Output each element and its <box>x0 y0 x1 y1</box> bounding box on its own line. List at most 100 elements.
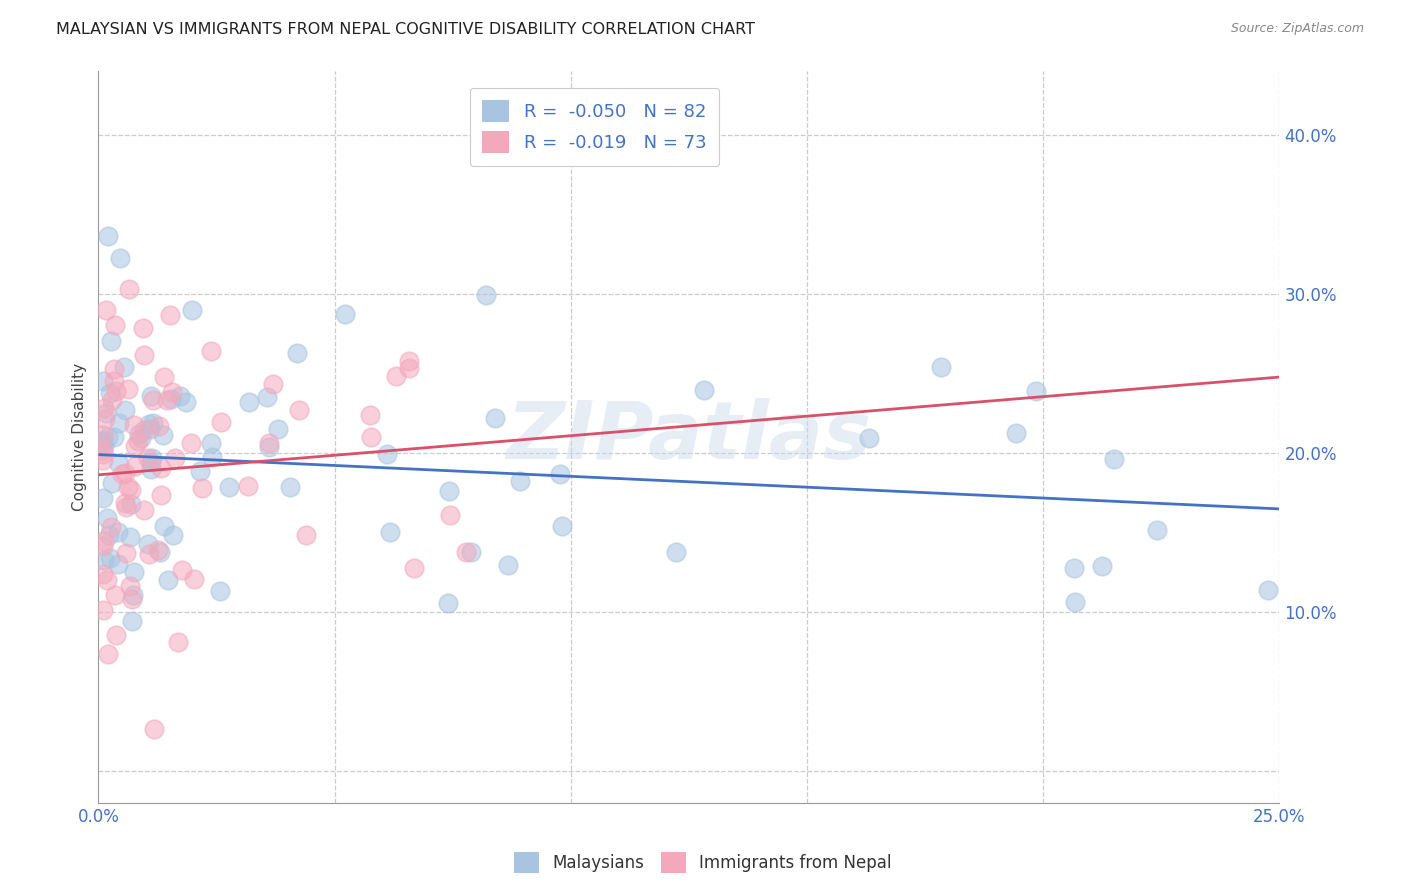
Point <box>360 430 382 444</box>
Point <box>181 303 204 318</box>
Point <box>475 288 498 302</box>
Point <box>142 393 165 408</box>
Point <box>97 647 120 661</box>
Point <box>183 572 205 586</box>
Point <box>1091 559 1114 574</box>
Point <box>385 368 408 383</box>
Point <box>160 384 183 399</box>
Point <box>288 403 311 417</box>
Point <box>91 491 114 505</box>
Point <box>439 508 461 522</box>
Point <box>1146 524 1168 538</box>
Point <box>256 390 278 404</box>
Point <box>91 433 114 447</box>
Text: MALAYSIAN VS IMMIGRANTS FROM NEPAL COGNITIVE DISABILITY CORRELATION CHART: MALAYSIAN VS IMMIGRANTS FROM NEPAL COGNI… <box>56 22 755 37</box>
Point <box>139 422 162 436</box>
Point <box>858 431 880 445</box>
Point <box>108 251 131 265</box>
Point <box>91 428 114 442</box>
Point <box>200 343 222 358</box>
Point <box>93 401 115 415</box>
Point <box>121 614 143 628</box>
Point <box>93 439 115 453</box>
Point <box>104 588 127 602</box>
Point <box>91 447 114 461</box>
Point <box>278 480 301 494</box>
Point <box>150 461 173 475</box>
Point <box>114 496 136 510</box>
Point <box>117 382 139 396</box>
Point <box>152 370 174 384</box>
Point <box>149 545 172 559</box>
Point <box>200 435 222 450</box>
Point <box>143 722 166 736</box>
Point <box>238 395 260 409</box>
Point <box>97 430 120 444</box>
Point <box>1005 425 1028 440</box>
Legend: Malaysians, Immigrants from Nepal: Malaysians, Immigrants from Nepal <box>508 846 898 880</box>
Point <box>159 308 181 322</box>
Point <box>134 348 156 362</box>
Point <box>359 409 381 423</box>
Point <box>257 440 280 454</box>
Point <box>97 229 120 244</box>
Point <box>98 528 121 542</box>
Point <box>124 439 146 453</box>
Point <box>138 547 160 561</box>
Point <box>148 542 170 557</box>
Point <box>437 483 460 498</box>
Point <box>120 579 142 593</box>
Point <box>104 318 127 332</box>
Point <box>120 483 142 498</box>
Point <box>124 565 146 579</box>
Point <box>132 320 155 334</box>
Point <box>1063 561 1085 575</box>
Point <box>128 426 150 441</box>
Point <box>201 450 224 465</box>
Text: ZIPatlas: ZIPatlas <box>506 398 872 476</box>
Point <box>170 563 193 577</box>
Point <box>112 360 135 375</box>
Point <box>100 520 122 534</box>
Point <box>152 519 174 533</box>
Point <box>285 346 308 360</box>
Point <box>150 488 173 502</box>
Point <box>191 482 214 496</box>
Point <box>138 417 160 431</box>
Point <box>91 567 114 582</box>
Point <box>93 603 115 617</box>
Point <box>93 534 115 549</box>
Y-axis label: Cognitive Disability: Cognitive Disability <box>72 363 87 511</box>
Point <box>404 561 426 575</box>
Point <box>91 453 114 467</box>
Point <box>139 455 162 469</box>
Point <box>141 451 163 466</box>
Point <box>96 510 118 524</box>
Point <box>162 528 184 542</box>
Point <box>163 451 186 466</box>
Point <box>180 435 202 450</box>
Point <box>114 466 136 480</box>
Point <box>94 411 117 425</box>
Legend: R =  -0.050   N = 82, R =  -0.019   N = 73: R = -0.050 N = 82, R = -0.019 N = 73 <box>470 87 720 166</box>
Point <box>115 546 138 560</box>
Point <box>375 447 398 461</box>
Point <box>91 434 114 449</box>
Point <box>93 552 115 566</box>
Point <box>548 467 571 481</box>
Point <box>238 479 260 493</box>
Point <box>98 386 121 401</box>
Point <box>107 557 129 571</box>
Point <box>1102 451 1125 466</box>
Point <box>160 392 183 406</box>
Point <box>166 635 188 649</box>
Point <box>91 375 114 389</box>
Point <box>124 459 146 474</box>
Point <box>333 307 356 321</box>
Point <box>136 536 159 550</box>
Point <box>551 519 574 533</box>
Point <box>127 434 149 448</box>
Point <box>91 540 114 554</box>
Point <box>105 628 128 642</box>
Point <box>108 457 131 471</box>
